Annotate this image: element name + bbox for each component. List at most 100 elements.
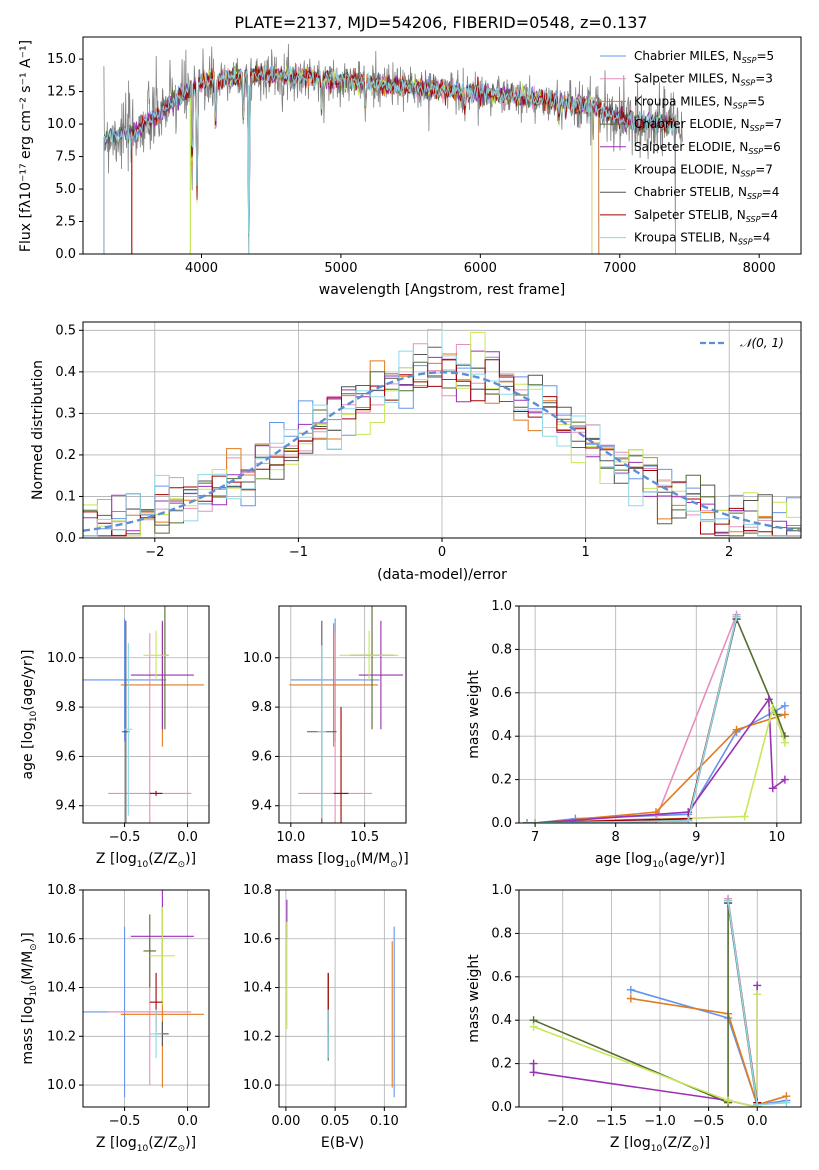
legend-entry: Kroupa STELIB, NSSP=4 xyxy=(634,231,770,247)
panel-ytick-label: 0.0 xyxy=(491,1100,512,1115)
legend-entry: Chabrier MILES, NSSP=5 xyxy=(634,49,774,65)
panel-xtick-label: 0.00 xyxy=(271,1114,300,1129)
panel-ytick-label: 10.4 xyxy=(47,981,76,996)
histogram-ytick-label: 0.2 xyxy=(55,448,76,463)
residual-histogram-series xyxy=(83,329,801,537)
legend-entry: Salpeter ELODIE, NSSP=6 xyxy=(634,140,781,156)
panel-ytick-label: 0.6 xyxy=(491,970,512,985)
panel-ytick-label: 10.2 xyxy=(243,1029,272,1044)
massweight-marker xyxy=(529,1059,538,1068)
massweight-marker xyxy=(753,990,762,999)
spectrum-title: PLATE=2137, MJD=54206, FIBERID=0548, z=0… xyxy=(234,13,647,32)
panel-xtick-label: −0.5 xyxy=(109,830,141,845)
massweight-marker xyxy=(523,819,532,823)
legend-entry: Kroupa MILES, NSSP=5 xyxy=(634,94,765,110)
residual-histogram-series xyxy=(83,359,801,537)
model-spectrum-line xyxy=(103,65,676,254)
normal-legend-label: 𝒩(0, 1) xyxy=(740,336,784,350)
histogram-xtick-label: 0 xyxy=(438,545,446,560)
massweight-line xyxy=(630,997,787,1106)
panel-ytick-label: 0.2 xyxy=(491,1057,512,1072)
panel-ytick-label: 9.8 xyxy=(251,700,272,715)
legend-entry: Salpeter STELIB, NSSP=4 xyxy=(634,208,778,224)
histogram-xtick-label: −1 xyxy=(289,545,308,560)
spectrum-xtick-label: 5000 xyxy=(324,261,357,276)
massweight-marker xyxy=(724,896,733,905)
panel-ytick-label: 0.2 xyxy=(491,773,512,788)
massweight-marker xyxy=(780,738,789,747)
panel-axes-frame xyxy=(82,605,210,824)
massweight-marker xyxy=(768,784,777,793)
panel-ytick-label: 0.4 xyxy=(491,729,512,744)
panel-ytick-label: 1.0 xyxy=(491,883,512,898)
spectrum-ytick-label: 15.0 xyxy=(47,52,76,67)
massweight-marker xyxy=(732,725,741,734)
massweight-marker xyxy=(732,612,741,621)
panel-ylabel: age [log10(age/yr)] xyxy=(20,649,39,779)
legend-entry: Kroupa ELODIE, NSSP=7 xyxy=(634,163,773,179)
panel-ytick-label: 9.6 xyxy=(55,749,76,764)
legend-entry: Salpeter MILES, NSSP=3 xyxy=(634,72,773,88)
spectrum-xtick-label: 4000 xyxy=(185,261,218,276)
panel-xtick-label: 0.0 xyxy=(177,1114,198,1129)
residual-histogram-series xyxy=(83,354,801,537)
histogram-legend: 𝒩(0, 1) xyxy=(700,336,784,350)
spectrum-xlabel: wavelength [Angstrom, rest frame] xyxy=(319,282,565,298)
panel-xlabel: Z [log10(Z/Z⊙)] xyxy=(96,851,196,870)
panel-xtick-label: −0.5 xyxy=(693,1114,725,1129)
spectrum-ytick-label: 5.0 xyxy=(55,182,76,197)
histogram-ytick-label: 0.0 xyxy=(55,531,76,546)
panel-axes-frame xyxy=(278,605,407,824)
panel-ytick-label: 9.6 xyxy=(251,749,272,764)
panel-xlabel: age [log10(age/yr)] xyxy=(595,851,725,870)
age-vs-metallicity-panel: −0.5 0.0 9.4 9.6 9.8 10.0 Z [log10(Z/Z⊙)] age [… xyxy=(20,605,210,870)
panel-axes-frame xyxy=(518,605,802,824)
legend-entry: Chabrier ELODIE, NSSP=7 xyxy=(634,117,782,133)
histogram-ytick-label: 0.3 xyxy=(55,406,76,421)
panel-xlabel: mass [log10(M/M⊙)] xyxy=(276,851,408,870)
histogram-xlabel: (data-model)/error xyxy=(377,567,507,583)
spectrum-ytick-label: 0.0 xyxy=(55,247,76,262)
histogram-ytick-label: 0.4 xyxy=(55,365,76,380)
panel-ytick-label: 10.2 xyxy=(47,1029,76,1044)
spectrum-legend: Chabrier MILES, NSSP=5 Salpeter MILES, NS… xyxy=(600,49,782,247)
spectrum-panel: PLATE=2137, MJD=54206, FIBERID=0548, z=0… xyxy=(18,13,802,298)
massweight-marker xyxy=(780,775,789,784)
histogram-ytick-label: 0.1 xyxy=(55,489,76,504)
age-vs-mass-panel: 10.0 10.5 9.4 9.6 9.8 10.0 mass [log10(M/M⊙)] xyxy=(243,605,409,870)
panel-ytick-label: 0.0 xyxy=(491,816,512,831)
panel-ytick-label: 10.8 xyxy=(47,883,76,898)
massweight-marker xyxy=(753,981,762,990)
panel-ytick-label: 0.6 xyxy=(491,686,512,701)
massweight-line xyxy=(535,713,786,823)
spectrum-ytick-label: 12.5 xyxy=(47,85,76,100)
massweight-marker xyxy=(531,819,540,823)
panel-xtick-label: −1.0 xyxy=(644,1114,676,1129)
spectrum-ytick-label: 2.5 xyxy=(55,215,76,230)
panel-xtick-label: 7 xyxy=(531,830,539,845)
massweight-marker xyxy=(780,701,789,710)
massweight-marker xyxy=(684,816,693,823)
panel-ytick-label: 10.8 xyxy=(243,883,272,898)
panel-xtick-label: −1.5 xyxy=(596,1114,628,1129)
panel-ytick-label: 10.0 xyxy=(47,1078,76,1093)
massweight-marker xyxy=(724,1096,733,1105)
panel-ytick-label: 10.0 xyxy=(47,651,76,666)
panel-xtick-label: −0.5 xyxy=(109,1114,141,1129)
massweight-line xyxy=(533,994,759,1107)
panel-ytick-label: 0.8 xyxy=(491,642,512,657)
panel-xlabel: Z [log10(Z/Z⊙)] xyxy=(610,1135,710,1154)
massweight-marker xyxy=(626,994,635,1003)
panel-ytick-label: 9.8 xyxy=(55,700,76,715)
panel-ylabel: mass weight xyxy=(466,954,482,1043)
panel-ytick-label: 9.4 xyxy=(55,799,76,814)
spectrum-xtick-label: 7000 xyxy=(603,261,636,276)
panel-ytick-label: 10.0 xyxy=(243,651,272,666)
mass-vs-ebv-panel: 0.00 0.05 0.10 10.0 10.2 10.4 10.6 10.8 E(B-V) xyxy=(243,883,407,1151)
spectrum-ytick-label: 10.0 xyxy=(47,117,76,132)
massweight-marker xyxy=(529,1068,538,1077)
residual-histogram-panel: −2 −1 0 1 2 0.0 0.1 0.2 0.3 0.4 0.5 (data-model)/e… xyxy=(30,321,802,583)
panel-xtick-label: −2.0 xyxy=(547,1114,579,1129)
histogram-ylabel: Normed distribution xyxy=(30,360,46,500)
